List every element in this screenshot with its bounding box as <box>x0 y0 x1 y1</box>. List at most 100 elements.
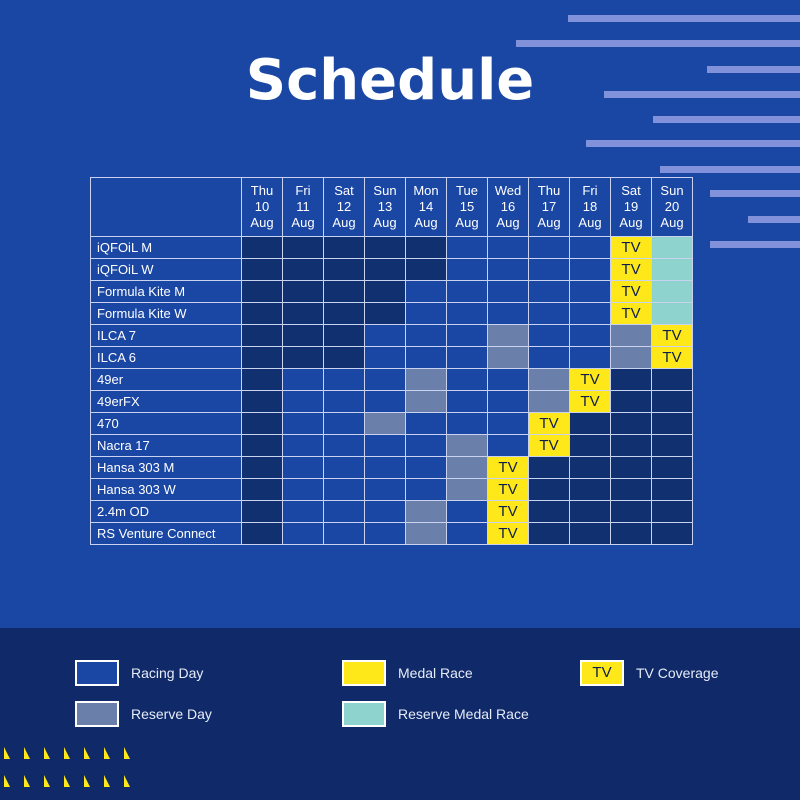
event-name: ILCA 7 <box>90 324 242 347</box>
racing-day-cell <box>446 236 488 259</box>
reserve-day-cell <box>446 478 488 501</box>
racing-day-cell <box>364 522 406 545</box>
stripe <box>568 15 800 22</box>
no-racing-cell <box>323 346 365 369</box>
reserve-medal-race-cell <box>651 302 693 325</box>
reserve-medal-race-swatch <box>342 701 386 727</box>
no-racing-cell <box>405 236 447 259</box>
reserve-day-cell <box>487 324 529 347</box>
no-racing-cell <box>610 390 652 413</box>
reserve-day-cell <box>610 346 652 369</box>
legend-footer <box>0 628 800 800</box>
no-racing-cell <box>610 500 652 523</box>
medal-race-tv-cell: TV <box>528 434 570 457</box>
racing-day-cell <box>569 346 611 369</box>
no-racing-cell <box>528 522 570 545</box>
racing-day-cell <box>487 302 529 325</box>
day-header-date: 10 <box>254 199 270 214</box>
racing-day-cell <box>405 346 447 369</box>
table-row: 470 TV <box>90 412 693 435</box>
no-racing-cell <box>364 302 406 325</box>
no-racing-cell <box>569 412 611 435</box>
racing-day-cell <box>487 258 529 281</box>
racing-day-cell <box>446 258 488 281</box>
event-name: iQFOiL W <box>90 258 242 281</box>
racing-day-cell <box>323 412 365 435</box>
no-racing-cell <box>241 390 283 413</box>
no-racing-cell <box>569 478 611 501</box>
no-racing-cell <box>651 456 693 479</box>
day-header-date: 11 <box>296 199 310 214</box>
racing-day-cell <box>405 456 447 479</box>
stripe <box>653 116 800 123</box>
racing-day-cell <box>528 258 570 281</box>
day-header: Fri 18 Aug <box>569 177 611 237</box>
racing-day-cell <box>282 390 324 413</box>
sail-icon <box>4 747 10 759</box>
racing-day-cell <box>487 434 529 457</box>
medal-race-tv-cell: TV <box>610 302 652 325</box>
day-header-month: Aug <box>496 215 520 230</box>
racing-day-cell <box>323 456 365 479</box>
day-header-month: Aug <box>332 215 356 230</box>
no-racing-cell <box>282 236 324 259</box>
no-racing-cell <box>610 412 652 435</box>
no-racing-cell <box>323 324 365 347</box>
stripe <box>660 166 800 173</box>
no-racing-cell <box>610 478 652 501</box>
no-racing-cell <box>323 280 365 303</box>
day-header-date: 18 <box>582 199 598 214</box>
racing-day-cell <box>323 390 365 413</box>
medal-race-tv-cell: TV <box>651 346 693 369</box>
reserve-day-cell <box>405 522 447 545</box>
reserve-day-cell <box>528 390 570 413</box>
medal-race-tv-cell: TV <box>569 390 611 413</box>
day-header-date: 13 <box>377 199 393 214</box>
no-racing-cell <box>569 456 611 479</box>
sail-icon <box>24 747 30 759</box>
no-racing-cell <box>323 236 365 259</box>
medal-race-tv-cell: TV <box>610 258 652 281</box>
medal-race-swatch <box>342 660 386 686</box>
no-racing-cell <box>528 500 570 523</box>
reserve-day-label: Reserve Day <box>131 706 212 722</box>
no-racing-cell <box>405 258 447 281</box>
reserve-day-cell <box>405 368 447 391</box>
medal-race-label: Medal Race <box>398 665 473 681</box>
day-header-date: 16 <box>500 199 516 214</box>
event-name: ILCA 6 <box>90 346 242 369</box>
day-header-month: Aug <box>291 215 315 230</box>
reserve-day-cell <box>610 324 652 347</box>
day-header-month: Aug <box>578 215 602 230</box>
racing-day-cell <box>405 324 447 347</box>
medal-race-tv-cell: TV <box>487 478 529 501</box>
table-row: 2.4m OD TV <box>90 500 693 523</box>
medal-race-tv-cell: TV <box>651 324 693 347</box>
racing-day-cell <box>405 280 447 303</box>
no-racing-cell <box>241 346 283 369</box>
no-racing-cell <box>241 280 283 303</box>
event-name: Formula Kite W <box>90 302 242 325</box>
medal-race-tv-cell: TV <box>569 368 611 391</box>
racing-day-cell <box>487 390 529 413</box>
table-row: Hansa 303 M TV <box>90 456 693 479</box>
day-header: Sun 20 Aug <box>651 177 693 237</box>
racing-day-swatch <box>75 660 119 686</box>
racing-day-cell <box>569 302 611 325</box>
racing-day-cell <box>446 500 488 523</box>
racing-day-cell <box>282 434 324 457</box>
day-header-month: Aug <box>619 215 643 230</box>
sail-icon <box>124 775 130 787</box>
racing-day-cell <box>569 236 611 259</box>
sail-icon <box>124 747 130 759</box>
day-header-weekday: Fri <box>295 183 311 198</box>
racing-day-cell <box>364 346 406 369</box>
day-header-month: Aug <box>660 215 684 230</box>
day-header-weekday: Sun <box>660 183 684 198</box>
no-racing-cell <box>241 500 283 523</box>
no-racing-cell <box>651 390 693 413</box>
table-row: iQFOiL W TV <box>90 258 693 281</box>
day-header: Sat 19 Aug <box>610 177 652 237</box>
racing-day-cell <box>446 280 488 303</box>
sail-icon <box>84 775 90 787</box>
